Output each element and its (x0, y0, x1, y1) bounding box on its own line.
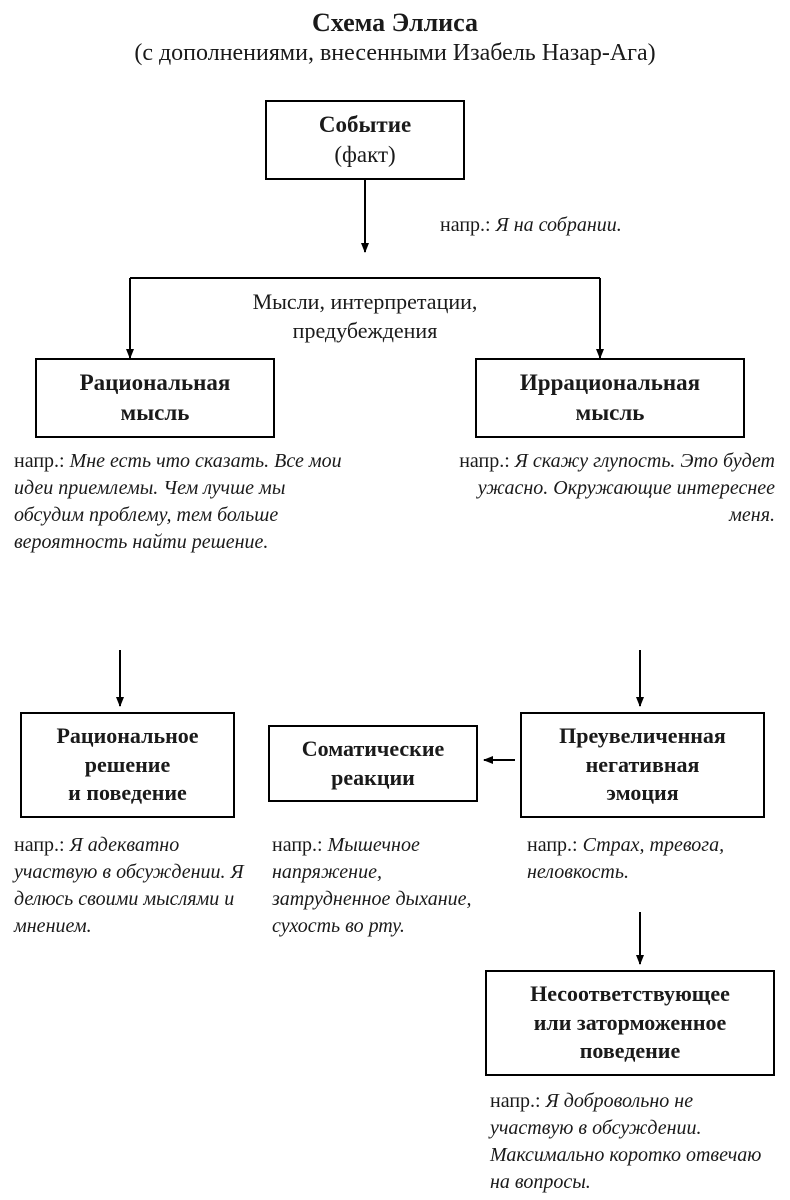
node-irrational-thought-line1: Иррациональная (491, 368, 729, 398)
node-somatic-line2: реакции (284, 764, 462, 793)
node-irrational-thought: Иррациональная мысль (475, 358, 745, 438)
example-negative-emotion: напр.: Страх, тревога, неловкость. (527, 832, 767, 886)
example-rational-thought: напр.: Мне есть что сказать. Все мои иде… (14, 448, 344, 556)
node-rational-decision-line3: и поведение (36, 779, 219, 808)
example-irrational-thought: напр.: Я скажу глупость. Это будет ужасн… (430, 448, 775, 529)
label-thoughts-line1: Мысли, интерпретации, (165, 288, 565, 317)
node-somatic-reactions: Соматические реакции (268, 725, 478, 802)
node-negemo-line1: Преувеличенная (536, 722, 749, 751)
example-inapp-prefix: напр.: (490, 1090, 546, 1112)
example-rational-decision: напр.: Я адекватно участвую в обсуждении… (14, 832, 254, 940)
diagram-subtitle: (с дополнениями, внесенными Изабель Наза… (0, 40, 790, 67)
example-rat-prefix: напр.: (14, 450, 70, 472)
example-event-prefix: напр.: (440, 214, 496, 236)
label-thoughts-line2: предубеждения (165, 317, 565, 346)
node-rational-decision-line1: Рациональное (36, 722, 219, 751)
node-rational-decision-line2: решение (36, 751, 219, 780)
node-event-line1: Событие (281, 110, 449, 140)
node-rational-thought-line2: мысль (51, 398, 259, 428)
example-irr-prefix: напр.: (459, 450, 515, 472)
node-event-line2: (факт) (281, 140, 449, 170)
node-inapp-line2: или заторможенное (501, 1009, 759, 1038)
node-somatic-line1: Соматические (284, 735, 462, 764)
node-irrational-thought-line2: мысль (491, 398, 729, 428)
example-event-text: Я на собрании. (496, 214, 622, 236)
example-inappropriate: напр.: Я добровольно не участвую в обсуж… (490, 1088, 780, 1196)
example-irr-text: Я скажу глупость. Это будет ужасно. Окру… (478, 450, 775, 526)
example-ratdec-prefix: напр.: (14, 834, 70, 856)
node-inapp-line1: Несоответствующее (501, 980, 759, 1009)
node-rational-thought: Рациональная мысль (35, 358, 275, 438)
diagram-canvas: Схема Эллиса (с дополнениями, внесенными… (0, 0, 790, 1200)
node-negative-emotion: Преувеличенная негативная эмоция (520, 712, 765, 818)
node-event: Событие (факт) (265, 100, 465, 180)
label-thoughts: Мысли, интерпретации, предубеждения (165, 288, 565, 345)
example-somatic: напр.: Мышечное напряжение, затрудненное… (272, 832, 497, 940)
node-inappropriate-behaviour: Несоответствующее или заторможенное пове… (485, 970, 775, 1076)
node-inapp-line3: поведение (501, 1037, 759, 1066)
example-som-prefix: напр.: (272, 834, 328, 856)
example-neg-prefix: напр.: (527, 834, 583, 856)
node-negemo-line3: эмоция (536, 779, 749, 808)
node-negemo-line2: негативная (536, 751, 749, 780)
node-rational-decision: Рациональное решение и поведение (20, 712, 235, 818)
node-rational-thought-line1: Рациональная (51, 368, 259, 398)
diagram-title: Схема Эллиса (0, 8, 790, 38)
example-event: напр.: Я на собрании. (440, 212, 760, 239)
